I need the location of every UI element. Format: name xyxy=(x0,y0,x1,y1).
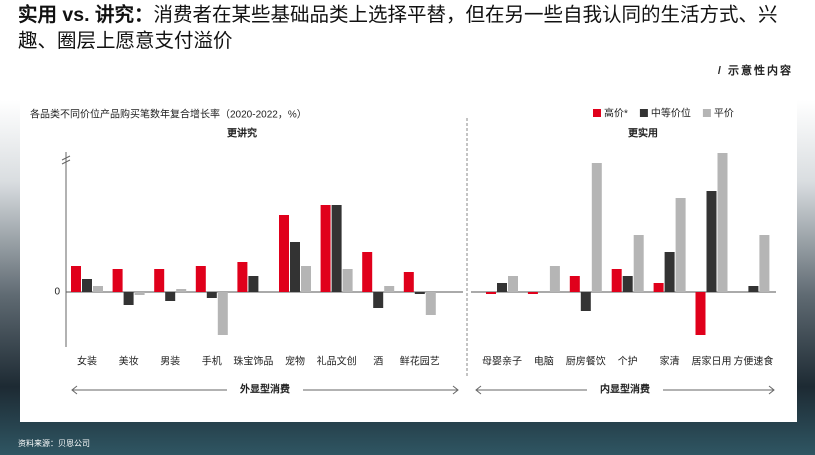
arrow-head xyxy=(475,385,482,395)
bar xyxy=(237,262,248,292)
slide-title: 实用 vs. 讲究：消费者在某些基础品类上选择平替，但在另一些自我认同的生活方式… xyxy=(18,2,808,54)
bar xyxy=(165,292,176,301)
bar xyxy=(403,272,414,292)
bar xyxy=(112,269,123,292)
bar xyxy=(508,276,518,292)
x-tick-label: 电脑 xyxy=(534,355,554,368)
chart-subtitle: 各品类不同价位产品购买笔数年复合增长率（2020-2022，%） xyxy=(30,108,307,121)
bar xyxy=(549,266,560,292)
bar xyxy=(176,289,187,292)
arrow-head xyxy=(71,385,78,395)
bar xyxy=(675,198,686,292)
bar xyxy=(706,191,717,292)
bar xyxy=(486,292,496,294)
panel xyxy=(20,77,797,422)
bar xyxy=(748,286,759,292)
bar xyxy=(759,235,770,292)
bar xyxy=(248,276,259,292)
bar xyxy=(206,292,217,298)
x-tick-label: 宠物 xyxy=(285,355,305,368)
bar xyxy=(290,242,300,292)
bar xyxy=(591,163,602,292)
group-label-bg xyxy=(587,380,663,400)
bar xyxy=(82,279,92,292)
x-tick-label: 个护 xyxy=(618,355,638,368)
x-tick-label: 美妆 xyxy=(119,355,139,368)
bar xyxy=(362,252,373,292)
bar xyxy=(664,252,675,292)
bar xyxy=(195,266,206,292)
legend-label: 中等价位 xyxy=(651,107,691,120)
x-tick-label: 珠宝饰品 xyxy=(233,355,273,368)
x-tick-label: 方便速食 xyxy=(733,355,773,368)
group-label-bg xyxy=(227,380,303,400)
tag: / 示意性内容 xyxy=(717,65,793,77)
bar xyxy=(123,292,134,305)
legend-swatch xyxy=(593,109,601,117)
bar xyxy=(653,283,664,292)
x-tick-label: 手机 xyxy=(202,355,222,368)
bar xyxy=(633,235,644,292)
arrow-head xyxy=(768,385,775,395)
title-bold: 实用 vs. 讲究： xyxy=(18,4,154,26)
axis-break xyxy=(61,155,71,161)
bar xyxy=(154,269,165,292)
x-tick-label: 厨房餐饮 xyxy=(566,355,606,368)
x-tick-label: 母婴亲子 xyxy=(482,355,522,368)
bar xyxy=(622,276,633,292)
bar xyxy=(580,292,591,311)
arrow-head xyxy=(452,385,459,395)
x-tick-label: 居家日用 xyxy=(692,355,732,368)
bar xyxy=(93,286,103,292)
legend-label: 平价 xyxy=(714,108,734,120)
bar xyxy=(611,269,622,292)
title-rest: 消费者在某些基础品类上选择平替，但在另一些自我认同的生活方式、兴趣、圈层上愿意支… xyxy=(18,4,778,52)
bar xyxy=(717,153,728,292)
bar xyxy=(217,292,228,335)
x-tick-label: 酒 xyxy=(373,356,383,368)
legend-swatch xyxy=(702,109,711,117)
bar xyxy=(279,215,289,292)
legend-label: 高价* xyxy=(604,107,628,120)
bar xyxy=(320,205,331,292)
legend-swatch xyxy=(639,109,648,117)
bar xyxy=(331,205,342,292)
bar xyxy=(384,286,395,292)
annotation: 更实用 xyxy=(628,127,658,140)
bar xyxy=(425,292,436,315)
bar xyxy=(414,292,425,294)
bar xyxy=(342,269,353,292)
x-tick-label: 女装 xyxy=(77,355,97,368)
x-tick-label: 礼品文创 xyxy=(317,355,357,368)
x-tick-label: 男装 xyxy=(160,355,180,368)
x-tick-label: 家清 xyxy=(660,355,680,368)
bar xyxy=(497,283,507,292)
bar xyxy=(527,292,538,294)
bar xyxy=(301,266,311,292)
bar xyxy=(695,292,706,335)
axis-break xyxy=(61,159,71,165)
y-tick-label: 0 xyxy=(54,287,60,298)
bar xyxy=(134,292,145,295)
bar xyxy=(569,276,580,292)
x-tick-label: 鲜花园艺 xyxy=(400,355,440,368)
bar xyxy=(71,266,81,292)
tag-text: 示意性内容 xyxy=(728,65,793,77)
annotation: 更讲究 xyxy=(227,127,257,140)
group-label: 内显型消费 xyxy=(600,383,650,396)
bar xyxy=(373,292,384,308)
source: 资料来源：贝恩公司 xyxy=(18,439,90,448)
group-label: 外显型消费 xyxy=(239,383,290,396)
